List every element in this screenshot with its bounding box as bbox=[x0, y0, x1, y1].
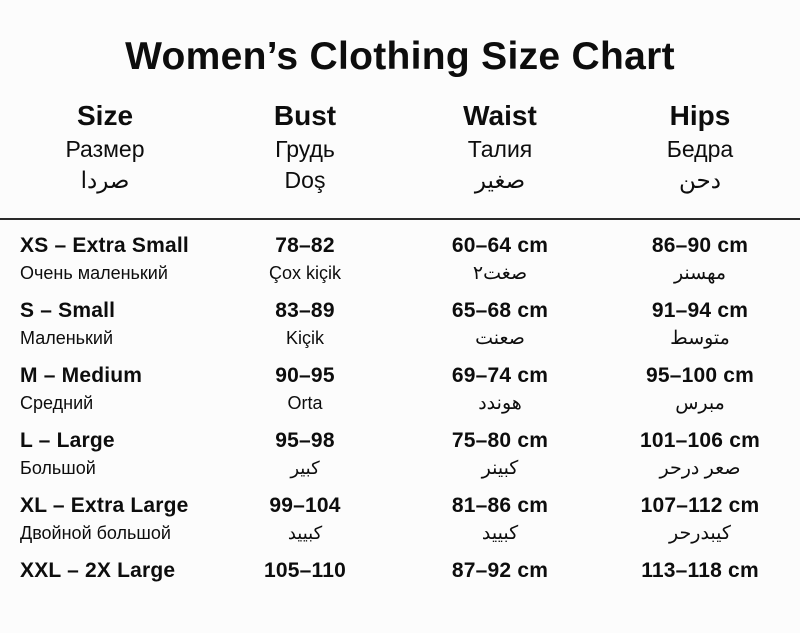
size-cell: S – Small Маленький bbox=[0, 297, 210, 350]
waist-value: 75–80 cm bbox=[451, 429, 549, 452]
waist-value: 81–86 cm bbox=[451, 494, 549, 517]
size-sublabel: Средний bbox=[20, 393, 94, 413]
waist-sublabel: كبييد bbox=[481, 523, 519, 544]
column-title-russian: Грудь bbox=[275, 136, 335, 162]
hips-value: 107–112 cm bbox=[640, 494, 760, 517]
column-title-russian: Размер bbox=[65, 136, 145, 162]
table-row: S – Small Маленький 83–89 Kiçik 65–68 cm… bbox=[0, 297, 800, 350]
size-label: XXL – 2X Large bbox=[20, 559, 176, 582]
bust-cell: 105–110 bbox=[210, 557, 400, 587]
waist-cell: 65–68 cm صعنت bbox=[400, 297, 600, 350]
size-label: L – Large bbox=[20, 429, 115, 452]
hips-sublabel: مبرس bbox=[675, 393, 725, 414]
page-title: Women’s Clothing Size Chart bbox=[125, 35, 675, 78]
waist-sublabel: هوندد bbox=[478, 393, 522, 414]
size-sublabel: Большой bbox=[20, 458, 96, 478]
size-sublabel: Двойной большой bbox=[20, 523, 171, 543]
size-sublabel: Маленький bbox=[20, 328, 114, 348]
column-header: Waist Талия صغير bbox=[400, 100, 600, 194]
size-cell: M – Medium Средний bbox=[0, 362, 210, 415]
bust-cell: 83–89 Kiçik bbox=[210, 297, 400, 350]
waist-cell: 69–74 cm هوندد bbox=[400, 362, 600, 415]
size-cell: XXL – 2X Large bbox=[0, 557, 210, 587]
size-chart-page: Women’s Clothing Size Chart Size Размер … bbox=[0, 34, 800, 633]
hips-value: 95–100 cm bbox=[645, 364, 755, 387]
column-title-english: Hips bbox=[669, 100, 731, 131]
size-label: M – Medium bbox=[20, 364, 143, 387]
column-title-english: Waist bbox=[463, 100, 537, 131]
bust-value: 99–104 bbox=[269, 494, 341, 517]
waist-value: 69–74 cm bbox=[451, 364, 549, 387]
header-divider bbox=[0, 218, 800, 220]
hips-sublabel: مهسنر bbox=[673, 263, 727, 284]
hips-value: 101–106 cm bbox=[640, 429, 760, 452]
hips-cell: 113–118 cm bbox=[600, 557, 800, 587]
hips-cell: 101–106 cm صعر درحر bbox=[600, 427, 800, 480]
size-label: S – Small bbox=[20, 299, 116, 322]
hips-value: 91–94 cm bbox=[651, 299, 749, 322]
bust-cell: 95–98 كبير bbox=[210, 427, 400, 480]
bust-cell: 78–82 Çox kiçik bbox=[210, 232, 400, 285]
bust-value: 95–98 bbox=[275, 429, 335, 452]
bust-value: 105–110 bbox=[264, 559, 346, 582]
table-row: XXL – 2X Large 105–110 87–92 cm 113–118 … bbox=[0, 557, 800, 587]
size-chart-table: XS – Extra Small Очень маленький 78–82 Ç… bbox=[0, 220, 800, 587]
hips-sublabel: متوسط bbox=[670, 328, 730, 349]
size-label: XS – Extra Small bbox=[20, 234, 189, 257]
table-row: XL – Extra Large Двойной большой 99–104 … bbox=[0, 492, 800, 545]
table-row: XS – Extra Small Очень маленький 78–82 Ç… bbox=[0, 232, 800, 285]
bust-sublabel: Çox kiçik bbox=[268, 263, 341, 283]
size-cell: L – Large Большой bbox=[0, 427, 210, 480]
hips-sublabel: كيبدرحر bbox=[669, 523, 731, 544]
waist-cell: 81–86 cm كبييد bbox=[400, 492, 600, 545]
size-cell: XL – Extra Large Двойной большой bbox=[0, 492, 210, 545]
column-header: Bust Грудь Doş bbox=[210, 100, 400, 194]
waist-value: 60–64 cm bbox=[451, 234, 549, 257]
size-sublabel: Очень маленький bbox=[20, 263, 168, 283]
hips-sublabel: صعر درحر bbox=[659, 458, 741, 479]
column-title-foreign: صردا bbox=[80, 167, 130, 193]
waist-sublabel: صعنت bbox=[475, 328, 525, 349]
bust-value: 90–95 bbox=[275, 364, 335, 387]
bust-sublabel: كبير bbox=[290, 458, 320, 478]
table-row: M – Medium Средний 90–95 Orta 69–74 cm ه… bbox=[0, 362, 800, 415]
column-header: Hips Бедра دحن bbox=[600, 100, 800, 194]
waist-sublabel: صغت٢ bbox=[472, 263, 528, 284]
table-header-row: Size Размер صردا Bust Грудь Doş Waist Та… bbox=[0, 100, 800, 194]
column-title-foreign: دحن bbox=[679, 167, 721, 193]
column-header: Size Размер صردا bbox=[0, 100, 210, 194]
column-title-english: Bust bbox=[273, 100, 337, 131]
hips-cell: 95–100 cm مبرس bbox=[600, 362, 800, 415]
table-row: L – Large Большой 95–98 كبير 75–80 cm كب… bbox=[0, 427, 800, 480]
hips-value: 86–90 cm bbox=[651, 234, 749, 257]
bust-value: 83–89 bbox=[275, 299, 335, 322]
column-title-russian: Бедра bbox=[666, 136, 734, 162]
column-title-foreign: صغير bbox=[474, 167, 526, 193]
bust-sublabel: كبييد bbox=[287, 523, 323, 543]
waist-cell: 60–64 cm صغت٢ bbox=[400, 232, 600, 285]
bust-cell: 99–104 كبييد bbox=[210, 492, 400, 545]
hips-cell: 107–112 cm كيبدرحر bbox=[600, 492, 800, 545]
bust-value: 78–82 bbox=[275, 234, 335, 257]
column-title-english: Size bbox=[76, 100, 134, 131]
waist-cell: 75–80 cm كبينر bbox=[400, 427, 600, 480]
column-title-foreign: Doş bbox=[284, 167, 326, 193]
column-title-russian: Талия bbox=[467, 136, 533, 162]
waist-sublabel: كبينر bbox=[481, 458, 519, 479]
bust-sublabel: Kiçik bbox=[285, 328, 324, 348]
hips-value: 113–118 cm bbox=[641, 559, 759, 582]
bust-cell: 90–95 Orta bbox=[210, 362, 400, 415]
size-cell: XS – Extra Small Очень маленький bbox=[0, 232, 210, 285]
waist-cell: 87–92 cm bbox=[400, 557, 600, 587]
size-label: XL – Extra Large bbox=[20, 494, 189, 517]
hips-cell: 86–90 cm مهسنر bbox=[600, 232, 800, 285]
waist-value: 65–68 cm bbox=[451, 299, 549, 322]
bust-sublabel: Orta bbox=[287, 393, 323, 413]
hips-cell: 91–94 cm متوسط bbox=[600, 297, 800, 350]
waist-value: 87–92 cm bbox=[451, 559, 549, 582]
